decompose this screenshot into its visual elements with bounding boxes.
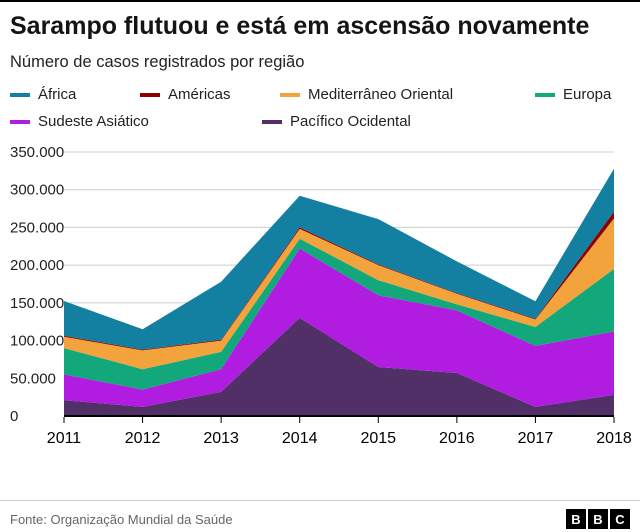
y-axis-label: 350.000: [10, 144, 64, 161]
bbc-logo-block: B: [566, 509, 586, 529]
x-axis-label: 2014: [282, 430, 318, 447]
x-axis-label: 2015: [360, 430, 396, 447]
legend-item-europa: Europa: [535, 86, 630, 103]
legend-item-americas: Américas: [140, 86, 280, 103]
bbc-logo-block: C: [610, 509, 630, 529]
x-axis-label: 2016: [439, 430, 475, 447]
area-sudeste-asiatico: [64, 248, 614, 407]
x-axis-label: 2018: [596, 430, 632, 447]
legend-item-sudeste-asiatico: Sudeste Asiático: [10, 113, 262, 130]
area-pacifico-ocidental: [64, 317, 614, 416]
legend-label: Europa: [563, 86, 612, 103]
chart-container: 0 50.000 100.000 150.000 200.000 250.000 300.0…: [10, 142, 632, 450]
legend-swatch: [280, 92, 300, 97]
stacked-area-chart: 0 50.000 100.000 150.000 200.000 250.000 300.0…: [10, 144, 632, 447]
legend-label: Pacífico Ocidental: [290, 113, 411, 130]
legend-item-mediterraneo-oriental: Mediterrâneo Oriental: [280, 86, 535, 103]
area-mediterraneo-oriental: [64, 218, 614, 370]
bbc-logo-block: B: [588, 509, 608, 529]
legend-item-pacifico-ocidental: Pacífico Ocidental: [262, 113, 411, 130]
legend-label: Américas: [168, 86, 231, 103]
y-axis-label: 300.000: [10, 182, 64, 199]
x-axis-label: 2012: [125, 430, 161, 447]
bbc-logo: B B C: [566, 509, 630, 529]
x-axis-label: 2017: [518, 430, 554, 447]
legend-label: Sudeste Asiático: [38, 113, 149, 130]
y-axis-label: 50.000: [10, 370, 56, 387]
legend-item-africa: África: [10, 86, 140, 103]
x-axis-label: 2011: [47, 430, 82, 447]
y-axis-label: 100.000: [10, 333, 64, 350]
y-axis-label: 0: [10, 408, 18, 425]
legend-swatch: [10, 119, 30, 124]
y-axis-label: 200.000: [10, 257, 64, 274]
area-europa: [64, 238, 614, 390]
area-africa: [64, 168, 614, 350]
legend-swatch: [10, 92, 30, 97]
page-subtitle: Número de casos registrados por região: [10, 53, 305, 71]
legend-swatch: [140, 92, 160, 97]
footer: Fonte: Organização Mundial da Saúde B B …: [0, 500, 640, 532]
source-attribution: Fonte: Organização Mundial da Saúde: [10, 511, 233, 527]
y-axis-label: 150.000: [10, 295, 64, 312]
x-axis-label: 2013: [203, 430, 239, 447]
page-title: Sarampo flutuou e está em ascensão novam…: [10, 12, 590, 40]
legend-label: África: [38, 86, 77, 103]
legend-label: Mediterrâneo Oriental: [308, 86, 454, 103]
legend-swatch: [262, 119, 282, 124]
legend-swatch: [535, 92, 555, 97]
chart-legend: África Américas Mediterrâneo Oriental Europ…: [10, 86, 630, 130]
y-axis-label: 250.000: [10, 219, 64, 236]
